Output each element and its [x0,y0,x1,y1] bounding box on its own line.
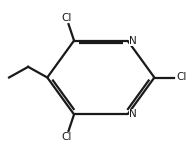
Text: N: N [129,36,137,46]
Text: Cl: Cl [176,73,186,82]
Text: Cl: Cl [61,132,72,142]
Text: N: N [129,109,137,119]
Text: Cl: Cl [61,13,72,23]
